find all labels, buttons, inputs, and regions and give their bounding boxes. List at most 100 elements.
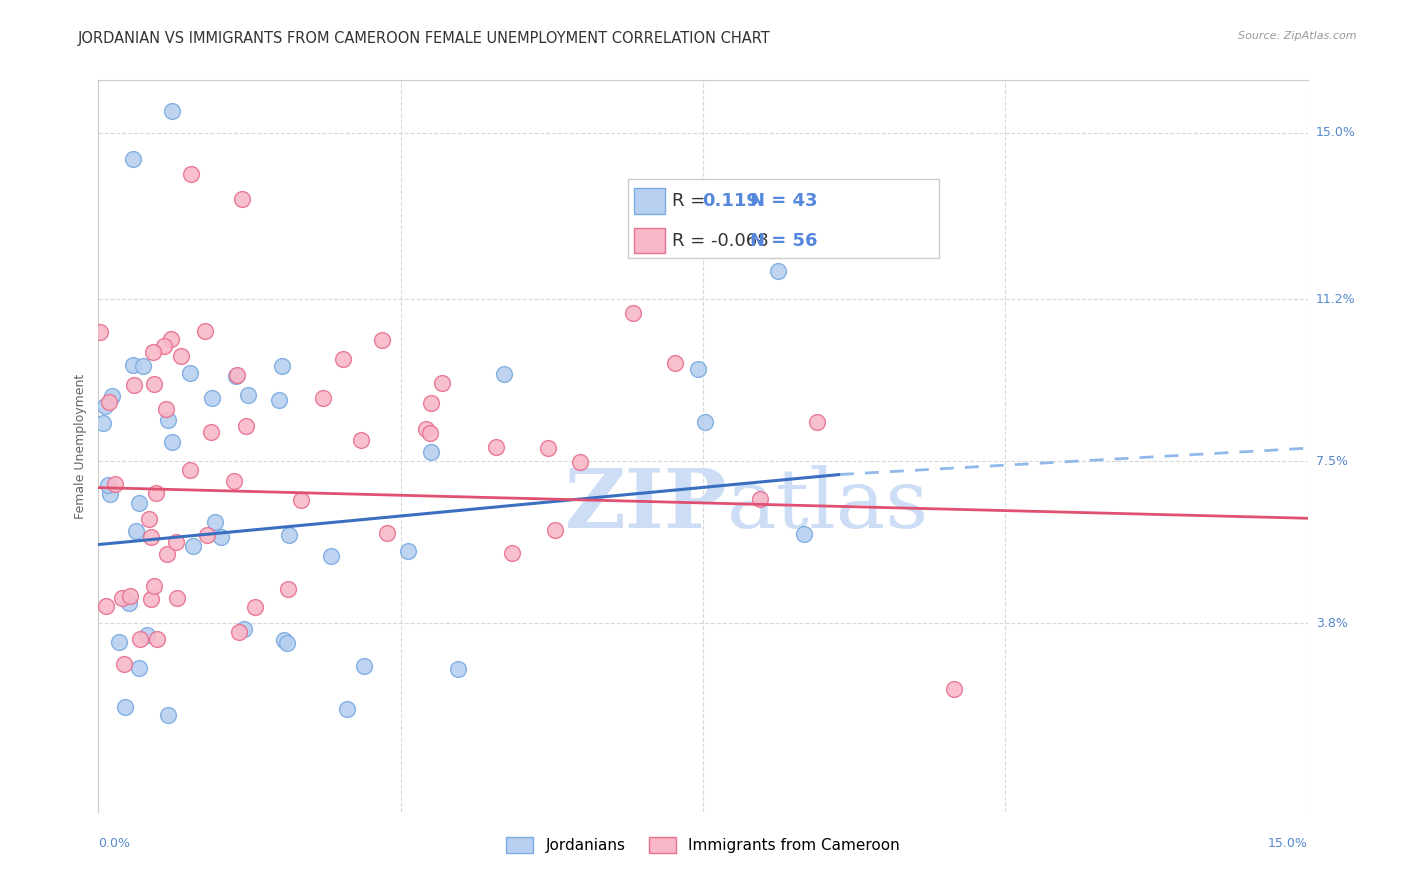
Point — [101, 389, 124, 403]
Text: 11.2%: 11.2% — [1316, 293, 1355, 306]
Point — [160, 103, 183, 118]
Point — [544, 523, 567, 537]
Point — [94, 599, 117, 613]
Point — [135, 628, 157, 642]
Point — [153, 339, 176, 353]
Point — [142, 345, 165, 359]
Point — [143, 579, 166, 593]
Point — [226, 368, 249, 382]
Point — [271, 359, 294, 373]
Text: 15.0%: 15.0% — [1316, 127, 1355, 139]
Point — [129, 632, 152, 646]
Point — [166, 591, 188, 606]
Point — [118, 596, 141, 610]
Point — [748, 491, 770, 506]
Text: JORDANIAN VS IMMIGRANTS FROM CAMEROON FEMALE UNEMPLOYMENT CORRELATION CHART: JORDANIAN VS IMMIGRANTS FROM CAMEROON FE… — [77, 31, 770, 46]
Point — [100, 487, 122, 501]
Point — [420, 444, 443, 458]
Point — [108, 635, 131, 649]
Point — [664, 356, 686, 370]
Point — [200, 425, 222, 439]
Point — [278, 528, 301, 542]
Point — [225, 369, 247, 384]
Point — [806, 415, 828, 429]
Text: 0.119: 0.119 — [702, 192, 759, 211]
Point — [160, 434, 183, 449]
Text: 3.8%: 3.8% — [1316, 617, 1348, 630]
Point — [209, 530, 232, 544]
Point — [319, 549, 342, 564]
Text: atlas: atlas — [727, 465, 929, 544]
Point — [332, 352, 354, 367]
Point — [170, 349, 193, 363]
Point — [159, 332, 181, 346]
Point — [447, 662, 470, 676]
Point — [232, 622, 254, 636]
Point — [290, 492, 312, 507]
Point — [623, 306, 645, 320]
Text: 15.0%: 15.0% — [1268, 837, 1308, 850]
Point — [243, 599, 266, 614]
Point — [121, 359, 143, 373]
Point — [89, 325, 111, 339]
Point — [179, 366, 201, 380]
Text: R = -0.068: R = -0.068 — [672, 232, 768, 250]
Y-axis label: Female Unemployment: Female Unemployment — [75, 374, 87, 518]
Point — [273, 632, 295, 647]
Point — [139, 591, 162, 606]
Point — [103, 477, 125, 491]
Point — [128, 496, 150, 510]
Point — [138, 512, 160, 526]
Point — [122, 378, 145, 392]
Point — [353, 659, 375, 673]
Point — [501, 546, 523, 560]
Point — [165, 534, 187, 549]
Point — [371, 333, 394, 347]
Point — [181, 539, 204, 553]
Point — [156, 412, 179, 426]
Point — [112, 657, 135, 671]
Text: N = 43: N = 43 — [749, 192, 817, 211]
Point — [157, 707, 180, 722]
Point — [125, 524, 148, 538]
Legend: Jordanians, Immigrants from Cameroon: Jordanians, Immigrants from Cameroon — [501, 830, 905, 859]
Point — [201, 391, 224, 405]
Point — [98, 395, 121, 409]
Point — [793, 527, 815, 541]
Point — [111, 591, 134, 606]
Point — [377, 525, 399, 540]
Text: ZIP: ZIP — [565, 465, 727, 544]
Point — [145, 485, 167, 500]
Point — [139, 530, 162, 544]
Point — [568, 455, 591, 469]
Text: N = 56: N = 56 — [749, 232, 817, 250]
Point — [492, 368, 515, 382]
Point — [276, 636, 298, 650]
Point — [335, 702, 357, 716]
Point — [94, 399, 117, 413]
Point — [91, 416, 114, 430]
Point — [121, 152, 143, 166]
Point — [146, 632, 169, 646]
Point — [693, 415, 716, 429]
Point — [156, 547, 179, 561]
Point — [195, 528, 218, 542]
Point — [415, 422, 437, 436]
Point — [97, 477, 120, 491]
Point — [114, 699, 136, 714]
Point — [118, 590, 141, 604]
Point — [142, 376, 165, 391]
Point — [396, 544, 419, 558]
Point — [132, 359, 155, 374]
Point — [238, 388, 260, 402]
Point — [222, 474, 245, 488]
Text: R =: R = — [672, 192, 710, 211]
Point — [228, 624, 250, 639]
Point — [419, 425, 441, 440]
Point — [312, 391, 335, 405]
Point — [942, 682, 965, 697]
Point — [194, 324, 217, 338]
Point — [420, 396, 443, 410]
Point — [485, 440, 508, 454]
Point — [235, 418, 257, 433]
